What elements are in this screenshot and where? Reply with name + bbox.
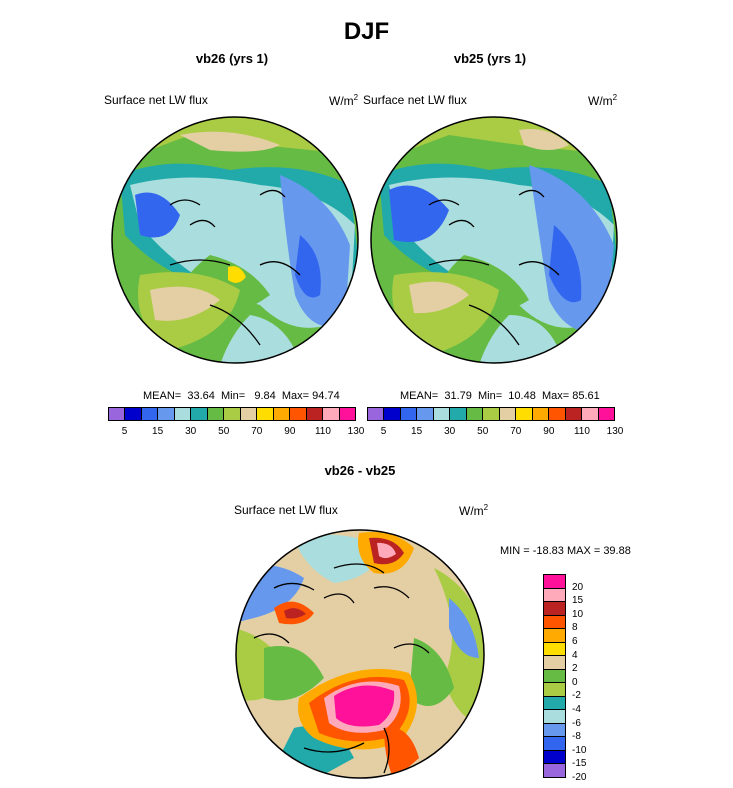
diff-panel-units: W/m2	[459, 503, 489, 518]
panel1-title: vb26 (yrs 1)	[195, 51, 269, 66]
panel2-colorbar-swatch	[582, 408, 599, 420]
panel2-colorbar-swatch	[450, 408, 467, 420]
diff-panel-title: vb26 - vb25	[324, 463, 396, 478]
diff-colorbar-tick-label: -4	[572, 704, 581, 715]
panel2-colorbar-swatch	[466, 408, 484, 420]
diff-colorbar-tick-label: 0	[572, 676, 578, 688]
panel2-colorbar-labels: 5 15 30 50 70 90 110 130	[367, 426, 624, 440]
panel1-colorbar-swatch	[323, 408, 340, 420]
panel2-colorbar-swatch	[598, 408, 615, 420]
panel1-colorbar-tick-label: 90	[284, 426, 296, 437]
diff-colorbar-swatch	[544, 575, 565, 589]
diff-colorbar-swatch	[544, 683, 565, 697]
diff-colorbar-tick-label: -15	[572, 758, 587, 770]
diff-colorbar-tick-label: -2	[572, 690, 581, 702]
panel2-variable-label: Surface net LW flux	[363, 93, 467, 107]
diff-colorbar-tick-label: -6	[572, 717, 581, 729]
panel2-colorbar-swatch	[483, 408, 500, 420]
panel2-stats: MEAN= 31.79 Min= 10.48 Max= 85.61	[400, 390, 600, 402]
panel2-colorbar-swatch	[433, 408, 451, 420]
diff-panel-minmax: MIN = -18.83 MAX = 39.88	[500, 545, 631, 557]
panel1-stats: MEAN= 33.64 Min= 9.84 Max= 94.74	[143, 390, 340, 402]
diff-colorbar-swatch	[544, 710, 565, 724]
panel1-variable-label: Surface net LW flux	[104, 93, 208, 107]
diff-colorbar-swatch	[544, 737, 565, 751]
panel2-colorbar-tick-label: 50	[477, 426, 489, 437]
diff-colorbar-tick-label: -8	[572, 731, 581, 743]
panel1-colorbar-tick-label: 130	[347, 426, 365, 437]
panel2-colorbar-swatch	[532, 408, 550, 420]
panel1-colorbar-tick-label: 70	[251, 426, 263, 437]
panel2-colorbar-tick-label: 130	[606, 426, 624, 437]
diff-colorbar-tick-label: -20	[572, 772, 587, 783]
panel1-colorbar-swatch	[125, 408, 142, 420]
panel2-colorbar-swatch	[565, 408, 583, 420]
panel2-colorbar-tick-label: 30	[444, 426, 456, 437]
diff-colorbar-swatch	[544, 669, 565, 684]
diff-colorbar-tick-label: 2	[572, 663, 578, 675]
diff-colorbar-tick-label: 15	[572, 595, 584, 607]
panel1-colorbar-tick-label: 15	[152, 426, 164, 437]
panel1-colorbar-tick-label: 50	[218, 426, 230, 437]
panel1-colorbar-swatch	[240, 408, 258, 420]
panel1-colorbar-swatch	[174, 408, 192, 420]
diff-polar-map	[235, 529, 485, 779]
main-title: DJF	[343, 18, 390, 45]
panel2-colorbar-swatch	[499, 408, 517, 420]
panel1-colorbar-swatch	[306, 408, 324, 420]
diff-colorbar-swatch	[544, 615, 565, 630]
panel1-colorbar-swatch	[158, 408, 175, 420]
panel2-colorbar-tick-label: 5	[380, 426, 387, 437]
panel2-colorbar-tick-label: 15	[411, 426, 423, 437]
diff-colorbar-tick-label: 4	[572, 649, 578, 661]
panel1-colorbar-tick-label: 5	[121, 426, 128, 437]
panel2-colorbar-swatch	[549, 408, 566, 420]
diff-colorbar-swatch	[544, 696, 565, 711]
diff-colorbar-swatch	[544, 723, 565, 738]
panel2-units: W/m2	[588, 93, 618, 108]
panel1-units: W/m2	[329, 93, 359, 108]
panel2-colorbar	[367, 407, 615, 421]
panel2-colorbar-swatch	[384, 408, 401, 420]
panel1-colorbar-swatch	[109, 408, 126, 420]
panel2-colorbar-tick-label: 90	[543, 426, 555, 437]
panel1-colorbar-swatch	[141, 408, 159, 420]
diff-panel-variable-label: Surface net LW flux	[234, 503, 338, 517]
diff-colorbar-tick-label: 10	[572, 608, 584, 620]
panel2-colorbar-swatch	[368, 408, 385, 420]
panel2-colorbar-swatch	[516, 408, 533, 420]
panel2-title: vb25 (yrs 1)	[453, 51, 527, 66]
diff-colorbar-swatch	[544, 588, 565, 603]
panel1-colorbar-swatch	[191, 408, 208, 420]
panel1-colorbar-swatch	[273, 408, 291, 420]
panel2-colorbar-tick-label: 110	[573, 426, 590, 437]
diff-colorbar-tick-label: 20	[572, 581, 584, 593]
diff-colorbar-swatch	[544, 750, 565, 765]
panel1-colorbar-swatch	[257, 408, 274, 420]
panel1-colorbar-swatch	[224, 408, 241, 420]
diff-colorbar-tick-label: -10	[572, 744, 587, 756]
panel1-colorbar-labels: 5 15 30 50 70 90 110 130	[108, 426, 365, 440]
panel1-colorbar-tick-label: 30	[185, 426, 197, 437]
panel1-colorbar	[108, 407, 356, 421]
panel2-colorbar-tick-label: 70	[510, 426, 522, 437]
diff-colorbar-swatch	[544, 764, 565, 777]
panel2-polar-map	[370, 116, 618, 364]
panel2-colorbar-swatch	[400, 408, 418, 420]
diff-colorbar-tick-label: 6	[572, 636, 578, 647]
diff-colorbar-swatch	[544, 642, 565, 657]
panel1-colorbar-swatch	[207, 408, 225, 420]
panel1-colorbar-swatch	[290, 408, 307, 420]
diff-colorbar-swatch	[544, 656, 565, 670]
diff-colorbar-swatch	[544, 629, 565, 643]
panel1-colorbar-swatch	[339, 408, 356, 420]
diff-colorbar-swatch	[544, 602, 565, 616]
panel2-colorbar-swatch	[417, 408, 434, 420]
panel1-colorbar-tick-label: 110	[314, 426, 331, 437]
diff-colorbar-tick-label: 8	[572, 622, 578, 634]
panel1-polar-map	[111, 116, 359, 364]
diff-colorbar	[543, 574, 566, 778]
